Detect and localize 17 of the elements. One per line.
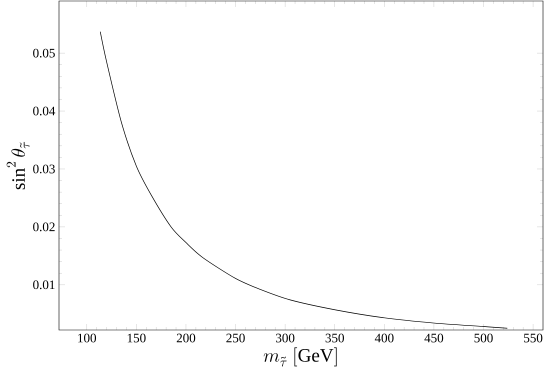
y-tick-label: 0.04 [33,106,56,116]
x-tick-label: 550 [524,334,542,342]
x-tick-label: 200 [176,334,196,342]
y-tick-label: 0.02 [33,222,55,232]
x-tick-label: 300 [276,334,294,342]
y-tick-label: 0.01 [33,280,55,290]
x-tick-label: 450 [424,334,444,342]
x-tick-label: 350 [326,334,344,342]
x-tick-label: 500 [474,334,493,342]
y-tick-label: 0.05 [33,48,55,58]
y-tick-label: 0.03 [33,164,55,174]
x-tick-label: 400 [374,334,394,342]
x-tick-label: 250 [226,334,245,342]
x-axis-title: $m_{\tilde{\tau}}\ [\mathrm{GeV}]$ [264,347,337,366]
x-tick-label: 150 [128,334,146,342]
y-axis-title: $\sin^2\theta_{\tilde{\tau}}$ [6,142,30,190]
x-tick-label: 100 [78,334,96,342]
